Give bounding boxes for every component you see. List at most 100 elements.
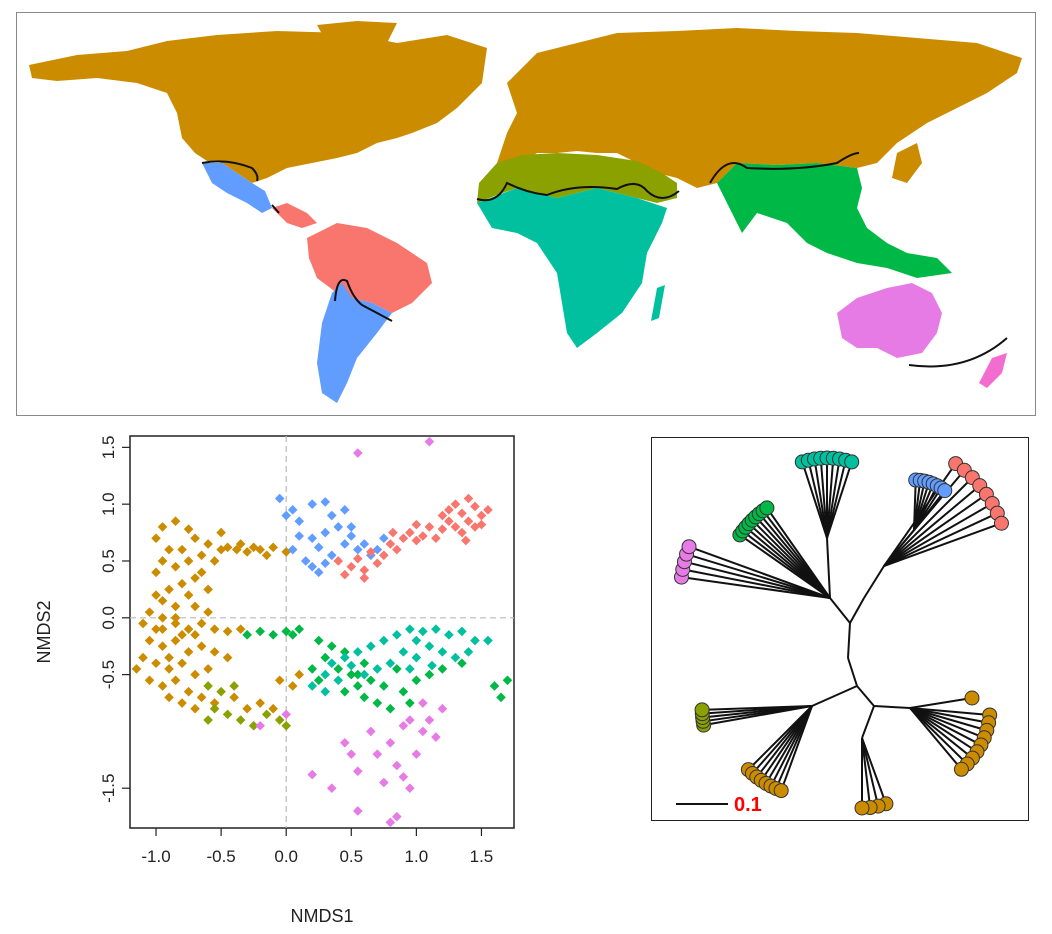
data-point bbox=[190, 573, 200, 583]
data-point bbox=[352, 681, 363, 691]
data-point bbox=[424, 436, 435, 447]
data-point bbox=[164, 584, 174, 595]
tree-branch bbox=[847, 622, 851, 659]
tree-branch bbox=[702, 705, 813, 711]
data-point bbox=[339, 737, 350, 748]
tree-branch bbox=[909, 707, 974, 759]
data-point bbox=[261, 709, 272, 720]
tree-branch bbox=[826, 461, 853, 539]
y-axis: -1.5 -0.5 0.0 0.5 1.0 1.5 bbox=[99, 436, 130, 803]
data-point bbox=[392, 544, 402, 555]
data-point bbox=[405, 624, 415, 634]
data-point bbox=[294, 669, 305, 680]
data-point bbox=[274, 675, 285, 686]
data-point bbox=[157, 595, 168, 606]
data-point bbox=[418, 698, 428, 708]
data-point bbox=[359, 539, 370, 549]
data-point bbox=[320, 558, 331, 569]
data-point bbox=[255, 720, 265, 731]
data-point bbox=[470, 635, 480, 646]
tree-branch bbox=[826, 459, 847, 539]
data-point bbox=[287, 681, 298, 691]
data-point bbox=[372, 544, 383, 555]
data-point bbox=[352, 766, 363, 776]
boundary-line bbox=[476, 181, 680, 202]
data-point bbox=[222, 542, 233, 553]
data-point bbox=[209, 647, 220, 657]
data-point bbox=[326, 510, 337, 521]
region-greenland bbox=[317, 21, 397, 51]
data-point bbox=[437, 647, 448, 657]
data-point bbox=[177, 630, 187, 640]
data-point bbox=[366, 675, 376, 686]
boundary-line bbox=[908, 337, 1008, 368]
data-point bbox=[183, 624, 194, 634]
data-point bbox=[313, 567, 324, 578]
data-point bbox=[307, 664, 318, 674]
data-point bbox=[209, 703, 220, 714]
region-nearctic bbox=[29, 31, 487, 183]
data-point bbox=[196, 641, 207, 652]
tree-branch bbox=[766, 507, 831, 599]
data-point bbox=[190, 630, 200, 640]
data-point bbox=[359, 573, 370, 583]
data-point bbox=[164, 652, 174, 663]
data-point bbox=[385, 539, 396, 549]
data-point bbox=[203, 664, 213, 674]
tree-branch bbox=[909, 707, 989, 724]
data-point bbox=[372, 749, 383, 759]
data-point bbox=[326, 658, 337, 669]
data-point bbox=[352, 544, 363, 555]
data-point bbox=[333, 675, 344, 686]
data-point bbox=[366, 641, 376, 652]
data-point bbox=[157, 641, 168, 652]
tree-branch bbox=[861, 705, 875, 739]
tree-branch bbox=[909, 707, 978, 753]
data-point bbox=[307, 681, 318, 691]
data-point bbox=[170, 601, 181, 612]
data-point bbox=[209, 624, 220, 634]
y-tick-label: 1.0 bbox=[99, 492, 118, 516]
data-point bbox=[196, 567, 207, 578]
tree-branch bbox=[681, 576, 831, 599]
data-point bbox=[405, 527, 415, 538]
data-point bbox=[398, 772, 409, 782]
data-point bbox=[398, 647, 409, 657]
data-point bbox=[222, 709, 233, 720]
tree-branch bbox=[861, 737, 887, 805]
y-tick-label: -1.5 bbox=[99, 774, 118, 803]
data-point bbox=[457, 658, 467, 669]
data-point bbox=[170, 635, 181, 646]
data-point bbox=[248, 720, 259, 731]
data-point bbox=[398, 533, 409, 544]
tree-tip bbox=[964, 690, 980, 706]
tree-branches bbox=[681, 458, 1002, 808]
data-point bbox=[483, 635, 493, 646]
data-point bbox=[411, 635, 422, 646]
data-point bbox=[424, 715, 435, 725]
data-point bbox=[411, 675, 422, 686]
nmds-points bbox=[131, 436, 513, 828]
data-point bbox=[151, 567, 161, 578]
data-point bbox=[138, 618, 148, 629]
data-point bbox=[431, 732, 441, 742]
tree-branch bbox=[682, 568, 831, 599]
boundary-line bbox=[334, 279, 393, 322]
data-point bbox=[144, 607, 155, 617]
data-point bbox=[346, 561, 357, 572]
data-point bbox=[320, 497, 331, 507]
tree-branch bbox=[813, 458, 828, 539]
x-tick-label: 0.5 bbox=[339, 847, 363, 866]
data-point bbox=[463, 647, 474, 657]
tree-branch bbox=[909, 697, 973, 709]
data-point bbox=[177, 698, 187, 708]
world-map-panel bbox=[16, 12, 1036, 416]
data-point bbox=[457, 626, 467, 637]
tree-branch bbox=[909, 707, 988, 732]
nmds-scatter-plot: -1.0 -0.5 0.0 0.5 1.0 1.5 -1.5 -0.5 0.0 0.5 1.0 1.… bbox=[34, 435, 515, 926]
data-point bbox=[405, 783, 415, 794]
data-point bbox=[476, 510, 487, 521]
data-point bbox=[346, 669, 357, 680]
tree-branch bbox=[780, 705, 813, 791]
data-point bbox=[411, 652, 422, 663]
